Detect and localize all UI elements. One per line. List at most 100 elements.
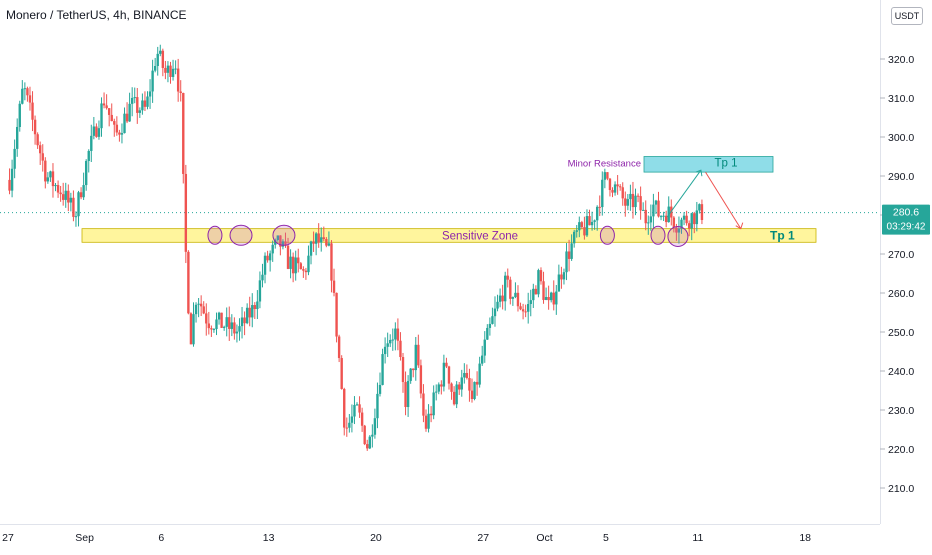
candle-body[interactable] xyxy=(662,215,665,217)
candle-body[interactable] xyxy=(458,384,461,390)
candle-body[interactable] xyxy=(565,251,568,273)
candle-body[interactable] xyxy=(299,263,303,270)
candle-body[interactable] xyxy=(621,187,624,199)
sensitive-zone[interactable] xyxy=(81,228,817,243)
candle-body[interactable] xyxy=(680,219,683,229)
candle-body[interactable] xyxy=(547,297,550,301)
candle-body[interactable] xyxy=(455,384,458,405)
candle-body[interactable] xyxy=(274,239,277,245)
candle-body[interactable] xyxy=(435,391,438,393)
candle-body[interactable] xyxy=(8,179,11,191)
candle-body[interactable] xyxy=(174,68,177,70)
candle-body[interactable] xyxy=(337,336,341,359)
candle-body[interactable] xyxy=(389,339,392,344)
candle-body[interactable] xyxy=(504,275,507,302)
candle-body[interactable] xyxy=(478,363,481,385)
candle-body[interactable] xyxy=(314,233,318,244)
zone-touch-circle[interactable] xyxy=(229,224,253,246)
candle-body[interactable] xyxy=(161,50,165,68)
candle-body[interactable] xyxy=(289,256,292,269)
candle-body[interactable] xyxy=(136,97,139,113)
candle-body[interactable] xyxy=(302,269,305,271)
candle-body[interactable] xyxy=(445,362,448,367)
candle-body[interactable] xyxy=(107,108,111,115)
candle-body[interactable] xyxy=(217,312,221,320)
candle-body[interactable] xyxy=(580,222,584,228)
candle-body[interactable] xyxy=(72,197,75,217)
candle-body[interactable] xyxy=(695,210,699,225)
candle-body[interactable] xyxy=(473,381,476,399)
candle-body[interactable] xyxy=(23,88,27,90)
candle-body[interactable] xyxy=(320,237,323,243)
candle-body[interactable] xyxy=(685,215,688,224)
zone-touch-circle[interactable] xyxy=(272,224,296,246)
candle-body[interactable] xyxy=(263,255,267,275)
candle-body[interactable] xyxy=(276,235,280,240)
candle-body[interactable] xyxy=(641,209,645,211)
candle-body[interactable] xyxy=(624,198,627,206)
candle-body[interactable] xyxy=(279,235,282,247)
candle-body[interactable] xyxy=(672,217,676,228)
candle-body[interactable] xyxy=(391,339,394,341)
candle-body[interactable] xyxy=(28,95,32,103)
candle-body[interactable] xyxy=(266,255,269,261)
candle-body[interactable] xyxy=(79,192,83,198)
candle-body[interactable] xyxy=(437,384,440,392)
candle-body[interactable] xyxy=(179,91,182,93)
candle-body[interactable] xyxy=(652,204,655,217)
candle-body[interactable] xyxy=(588,216,591,226)
candle-body[interactable] xyxy=(166,65,170,73)
candle-body[interactable] xyxy=(115,124,119,133)
candle-body[interactable] xyxy=(312,241,315,244)
candle-body[interactable] xyxy=(616,184,619,187)
candle-body[interactable] xyxy=(542,281,545,300)
candle-body[interactable] xyxy=(700,204,704,220)
candle-body[interactable] xyxy=(330,243,333,281)
candle-body[interactable] xyxy=(386,343,389,347)
candle-body[interactable] xyxy=(61,194,65,200)
candle-body[interactable] xyxy=(10,168,14,191)
candle-body[interactable] xyxy=(687,223,691,229)
candle-body[interactable] xyxy=(13,148,16,169)
candle-body[interactable] xyxy=(220,312,223,328)
candle-body[interactable] xyxy=(578,222,581,231)
candle-body[interactable] xyxy=(603,172,607,180)
candle-body[interactable] xyxy=(394,328,397,340)
candle-body[interactable] xyxy=(248,307,251,318)
candle-body[interactable] xyxy=(148,91,152,97)
candle-body[interactable] xyxy=(284,241,287,246)
candle-body[interactable] xyxy=(143,100,147,107)
candle-body[interactable] xyxy=(664,215,668,223)
candle-body[interactable] xyxy=(414,344,417,371)
candle-body[interactable] xyxy=(102,103,106,106)
candle-body[interactable] xyxy=(123,113,126,134)
candle-body[interactable] xyxy=(529,300,532,305)
candle-body[interactable] xyxy=(258,280,262,302)
candle-body[interactable] xyxy=(509,279,512,299)
candle-body[interactable] xyxy=(424,415,428,429)
candle-body[interactable] xyxy=(281,241,285,247)
candle-body[interactable] xyxy=(64,190,67,200)
candle-body[interactable] xyxy=(261,274,264,281)
candle-body[interactable] xyxy=(243,317,246,324)
candle-body[interactable] xyxy=(51,171,55,187)
candle-body[interactable] xyxy=(532,288,535,301)
candle-body[interactable] xyxy=(590,221,594,226)
candle-body[interactable] xyxy=(69,197,73,203)
candle-body[interactable] xyxy=(373,418,377,435)
candle-body[interactable] xyxy=(36,134,39,146)
candle-body[interactable] xyxy=(138,110,142,113)
candle-body[interactable] xyxy=(171,68,175,77)
candle-body[interactable] xyxy=(291,256,295,274)
candle-body[interactable] xyxy=(595,206,599,221)
candle-body[interactable] xyxy=(618,186,622,188)
candle-body[interactable] xyxy=(383,346,387,355)
candle-body[interactable] xyxy=(215,319,218,330)
candle-body[interactable] xyxy=(409,368,412,381)
candle-body[interactable] xyxy=(59,192,62,195)
candle-body[interactable] xyxy=(199,303,203,307)
candle-body[interactable] xyxy=(87,150,90,161)
candle-body[interactable] xyxy=(419,365,423,394)
candle-body[interactable] xyxy=(644,209,647,224)
candle-body[interactable] xyxy=(46,177,50,182)
